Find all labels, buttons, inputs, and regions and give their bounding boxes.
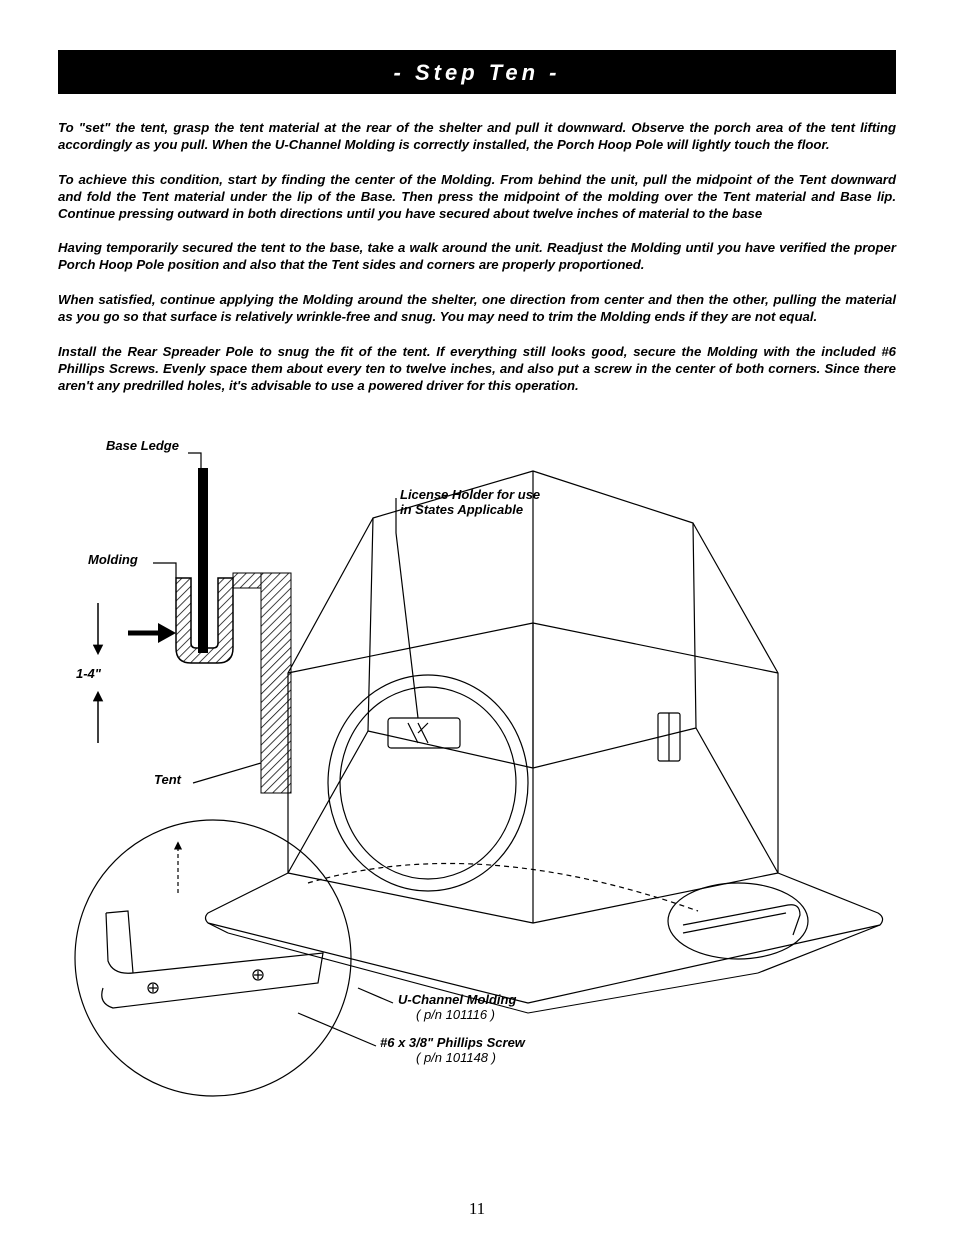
step-header: - Step Ten - [58, 50, 896, 94]
label-license-1: License Holder for use [400, 488, 540, 503]
instruction-body: To "set" the tent, grasp the tent materi… [58, 120, 896, 395]
paragraph-1: To "set" the tent, grasp the tent materi… [58, 120, 896, 154]
page-number: 11 [0, 1199, 954, 1219]
paragraph-5: Install the Rear Spreader Pole to snug t… [58, 344, 896, 395]
label-screw-2: ( p/n 101148 ) [416, 1051, 496, 1066]
label-molding: Molding [88, 553, 138, 568]
label-uchannel-1: U-Channel Molding [398, 993, 516, 1008]
assembly-diagram: Base Ledge Molding 1-4" Tent License Hol… [58, 413, 896, 1103]
paragraph-2: To achieve this condition, start by find… [58, 172, 896, 223]
label-base-ledge: Base Ledge [106, 439, 179, 454]
label-license-2: in States Applicable [400, 503, 523, 518]
label-uchannel-2: ( p/n 101116 ) [416, 1008, 495, 1023]
label-tent: Tent [154, 773, 181, 788]
label-dimension: 1-4" [76, 667, 101, 682]
paragraph-4: When satisfied, continue applying the Mo… [58, 292, 896, 326]
label-screw-1: #6 x 3/8" Phillips Screw [380, 1036, 525, 1051]
paragraph-3: Having temporarily secured the tent to t… [58, 240, 896, 274]
